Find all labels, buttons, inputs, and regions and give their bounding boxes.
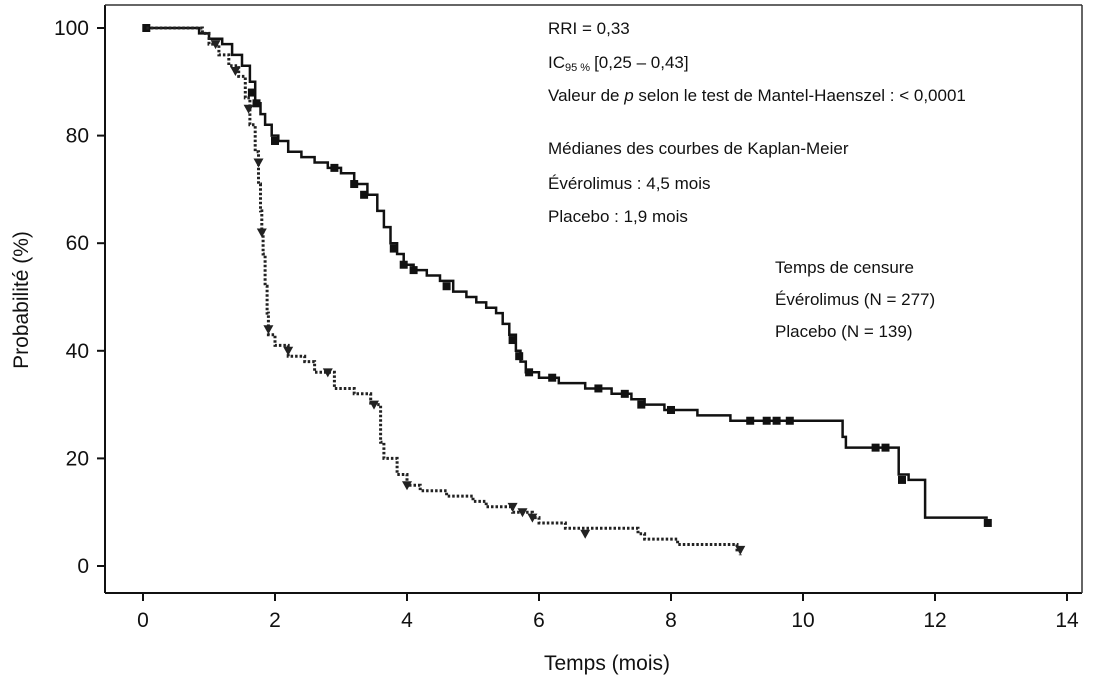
- x-tick-label: 4: [401, 609, 413, 632]
- y-axis-ticks: 0 20 40 60 80 100: [54, 17, 105, 578]
- ic-text: IC95 % [0,25 – 0,43]: [548, 53, 689, 74]
- plot-frame: [104, 4, 1083, 594]
- censor-mark-everolimus: [252, 99, 261, 108]
- ic-prefix: IC: [548, 53, 565, 72]
- x-tick-label: 2: [269, 609, 281, 632]
- x-tick-label: 10: [791, 609, 814, 632]
- series-everolimus: [142, 24, 992, 527]
- censor-mark-everolimus: [983, 518, 992, 527]
- censor-mark-everolimus: [247, 88, 256, 97]
- censor-mark-everolimus: [330, 163, 339, 172]
- censure-title: Temps de censure: [775, 258, 914, 277]
- censor-mark-everolimus: [399, 260, 408, 269]
- censor-mark-everolimus: [746, 416, 755, 425]
- x-tick-label: 12: [923, 609, 946, 632]
- censor-mark-everolimus: [620, 389, 629, 398]
- censor-mark-placebo: [230, 67, 241, 77]
- censor-mark-everolimus: [350, 180, 359, 189]
- y-tick-label: 80: [66, 125, 89, 148]
- ic-subscript: 95 %: [565, 62, 590, 74]
- medians-title: Médianes des courbes de Kaplan-Meier: [548, 139, 849, 158]
- y-tick-label: 0: [77, 555, 89, 578]
- censor-mark-placebo: [369, 400, 379, 410]
- censure-everolimus: Évérolimus (N = 277): [775, 290, 935, 309]
- median-everolimus: Évérolimus : 4,5 mois: [548, 174, 711, 193]
- censor-mark-everolimus: [772, 416, 781, 425]
- censor-mark-everolimus: [762, 416, 771, 425]
- stats-annotation: RRI = 0,33 IC95 % [0,25 – 0,43] Valeur de…: [548, 19, 966, 226]
- x-tick-label: 0: [137, 609, 149, 632]
- series-line-placebo: [146, 26, 742, 556]
- censor-mark-placebo: [283, 346, 294, 356]
- censor-mark-placebo: [210, 40, 221, 50]
- censor-mark-everolimus: [594, 384, 603, 393]
- pvalue-prefix: Valeur de: [548, 86, 624, 105]
- censor-mark-everolimus: [508, 336, 517, 345]
- censor-mark-placebo: [527, 513, 538, 523]
- censor-mark-everolimus: [637, 400, 646, 409]
- censor-mark-everolimus: [271, 136, 279, 145]
- censor-mark-placebo: [402, 481, 412, 491]
- ic-value: [0,25 – 0,43]: [594, 53, 689, 72]
- censure-annotation: Temps de censure Évérolimus (N = 277) Pl…: [775, 258, 935, 341]
- censor-mark-everolimus: [442, 282, 451, 291]
- censor-mark-everolimus: [360, 190, 369, 199]
- censor-mark-placebo: [580, 529, 591, 539]
- pvalue-text: Valeur de p selon le test de Mantel-Haen…: [548, 86, 966, 105]
- censor-mark-everolimus: [871, 443, 880, 452]
- censor-mark-placebo: [517, 508, 528, 518]
- pvalue-p: p: [623, 86, 633, 105]
- series-placebo: [146, 26, 746, 556]
- series-layer: [142, 24, 992, 556]
- censor-mark-placebo: [256, 228, 267, 238]
- censor-mark-placebo: [263, 325, 274, 335]
- censor-mark-everolimus: [548, 373, 557, 382]
- censor-mark-everolimus: [409, 266, 418, 275]
- y-tick-label: 60: [66, 232, 89, 255]
- censor-mark-everolimus: [525, 368, 534, 377]
- censure-placebo: Placebo (N = 139): [775, 322, 913, 341]
- censor-mark-everolimus: [898, 475, 906, 484]
- y-tick-label: 100: [54, 17, 89, 40]
- censor-mark-everolimus: [389, 244, 398, 253]
- censor-mark-everolimus: [667, 405, 675, 414]
- censor-mark-everolimus: [785, 416, 794, 425]
- censor-mark-everolimus: [515, 352, 524, 361]
- censor-mark-placebo: [507, 502, 518, 512]
- x-tick-label: 6: [533, 609, 545, 632]
- censor-mark-placebo: [322, 368, 333, 378]
- censor-mark-everolimus: [881, 443, 890, 452]
- censor-mark-placebo: [243, 104, 254, 114]
- median-placebo: Placebo : 1,9 mois: [548, 207, 688, 226]
- y-axis-label: Probabilité (%): [10, 231, 33, 369]
- y-tick-label: 40: [66, 340, 89, 363]
- pvalue-suffix: selon le test de Mantel-Haenszel : < 0,0…: [634, 86, 966, 105]
- rri-text: RRI = 0,33: [548, 19, 630, 38]
- censor-mark-placebo: [253, 158, 264, 168]
- censor-mark-placebo: [735, 545, 746, 555]
- x-tick-label: 14: [1055, 609, 1079, 632]
- x-axis-label: Temps (mois): [544, 652, 670, 675]
- y-tick-label: 20: [66, 447, 89, 470]
- x-axis-ticks: 0 2 4 6 8 10 12 14: [137, 593, 1079, 632]
- x-tick-label: 8: [665, 609, 677, 632]
